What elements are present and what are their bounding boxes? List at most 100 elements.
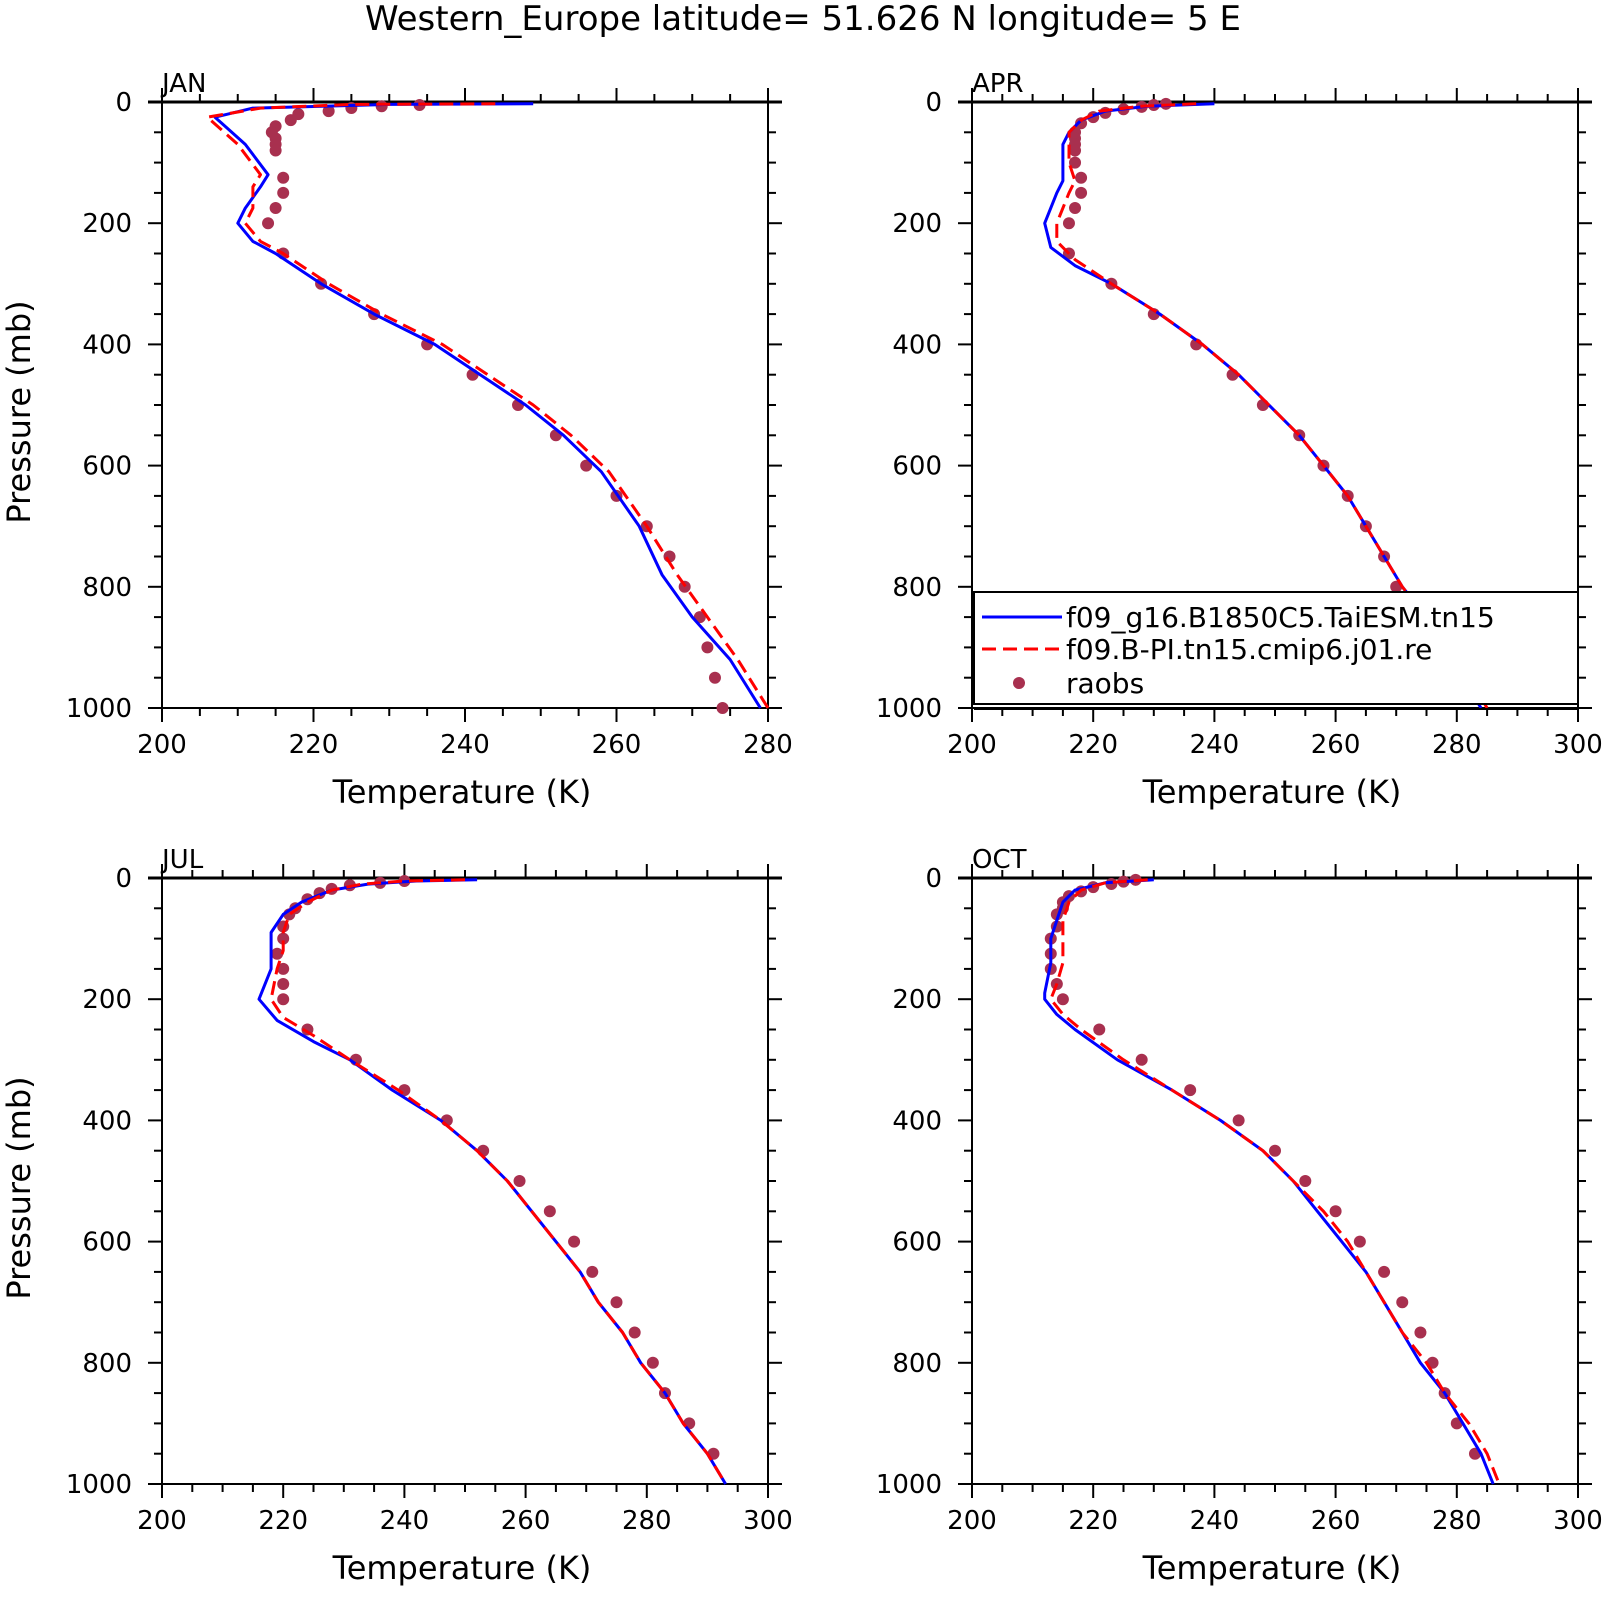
plot-data <box>205 99 770 714</box>
y-tick-label: 200 <box>892 985 942 1015</box>
y-tick-label: 800 <box>892 573 942 603</box>
obs-point <box>610 1296 623 1309</box>
plot-data <box>257 875 727 1485</box>
legend-marker-raobs <box>1013 677 1025 689</box>
y-tick-label: 400 <box>82 330 132 360</box>
y-tick-label: 0 <box>925 864 942 894</box>
obs-point <box>1069 144 1082 157</box>
y-tick-label: 1000 <box>66 694 132 724</box>
obs-point <box>1069 156 1082 169</box>
plot-frame <box>161 877 769 1485</box>
obs-point <box>1093 1023 1106 1036</box>
obs-point <box>543 1205 556 1218</box>
plot-data <box>1043 873 1501 1485</box>
obs-point <box>716 702 729 714</box>
obs-point <box>1184 1084 1197 1097</box>
x-tick-label: 200 <box>947 1506 997 1536</box>
x-tick-label: 280 <box>1432 730 1482 760</box>
obs-point <box>586 1265 599 1278</box>
x-tick-label: 220 <box>1068 1506 1118 1536</box>
panel-label: APR <box>972 69 1024 99</box>
x-tick-label: 260 <box>1311 1506 1361 1536</box>
plot-frame <box>971 877 1579 1485</box>
x-tick-label: 200 <box>137 730 187 760</box>
y-tick-label: 800 <box>82 573 132 603</box>
y-tick-label: 800 <box>82 1349 132 1379</box>
obs-point <box>1232 1114 1245 1127</box>
figure-title: Western_Europe latitude= 51.626 N longit… <box>365 0 1241 39</box>
legend-label: raobs <box>1066 667 1144 700</box>
series-line-taiesm <box>257 878 727 1485</box>
y-tick-label: 600 <box>892 452 942 482</box>
y-tick-label: 400 <box>892 1106 942 1136</box>
x-tick-label: 280 <box>1432 1506 1482 1536</box>
x-axis-label: Temperature (K) <box>1142 1549 1402 1587</box>
y-tick-label: 400 <box>892 330 942 360</box>
series-line-taiesm <box>1043 878 1495 1485</box>
obs-point <box>1269 1144 1281 1157</box>
x-tick-label: 300 <box>1553 730 1603 760</box>
x-tick-label: 260 <box>592 730 642 760</box>
obs-point <box>269 202 282 215</box>
obs-point <box>628 1326 641 1339</box>
x-tick-label: 240 <box>440 730 490 760</box>
plot-data <box>1043 97 1489 709</box>
y-tick-label: 400 <box>82 1106 132 1136</box>
y-tick-label: 1000 <box>876 694 942 724</box>
x-tick-label: 200 <box>137 1506 187 1536</box>
y-tick-label: 600 <box>82 452 132 482</box>
x-tick-label: 220 <box>1068 730 1118 760</box>
obs-point <box>1062 217 1075 230</box>
obs-point <box>271 947 284 960</box>
obs-point <box>277 978 290 991</box>
obs-point <box>1069 202 1082 215</box>
x-tick-label: 220 <box>258 1506 308 1536</box>
obs-point <box>277 993 290 1006</box>
obs-point <box>322 105 335 118</box>
obs-point <box>375 100 388 113</box>
obs-point <box>284 114 297 127</box>
y-tick-label: 800 <box>892 1349 942 1379</box>
obs-point <box>1056 993 1069 1006</box>
series-line-cmip6 <box>269 878 727 1485</box>
x-tick-label: 260 <box>1311 730 1361 760</box>
x-tick-label: 280 <box>743 730 793 760</box>
obs-point <box>277 962 290 975</box>
series-line-cmip6 <box>1049 878 1501 1485</box>
obs-point <box>1353 1235 1366 1248</box>
x-axis-label: Temperature (K) <box>332 773 592 811</box>
obs-point <box>277 186 290 199</box>
panel-label: OCT <box>972 845 1027 875</box>
obs-point <box>1414 1326 1427 1339</box>
legend-label: f09.B-PI.tn15.cmip6.j01.re <box>1066 633 1432 666</box>
y-tick-label: 200 <box>82 985 132 1015</box>
obs-point <box>1075 171 1088 184</box>
x-axis-label: Temperature (K) <box>332 1549 592 1587</box>
x-tick-label: 300 <box>1553 1506 1603 1536</box>
x-tick-label: 200 <box>947 730 997 760</box>
obs-point <box>568 1235 581 1248</box>
obs-point <box>1075 186 1088 199</box>
panel-label: JUL <box>160 845 204 875</box>
y-tick-label: 600 <box>892 1228 942 1258</box>
obs-point <box>277 171 290 184</box>
y-tick-label: 1000 <box>66 1470 132 1500</box>
obs-point <box>513 1175 526 1187</box>
y-tick-label: 200 <box>82 209 132 239</box>
obs-point <box>277 932 290 945</box>
x-tick-label: 300 <box>743 1506 793 1536</box>
obs-point <box>1329 1205 1342 1218</box>
panel-label: JAN <box>160 69 206 99</box>
y-axis-label: Pressure (mb) <box>0 1076 38 1299</box>
series-line-cmip6 <box>205 102 770 709</box>
x-tick-label: 240 <box>380 1506 430 1536</box>
series-line-taiesm <box>1043 102 1483 709</box>
obs-point <box>1396 1296 1409 1309</box>
obs-point <box>1299 1175 1312 1187</box>
